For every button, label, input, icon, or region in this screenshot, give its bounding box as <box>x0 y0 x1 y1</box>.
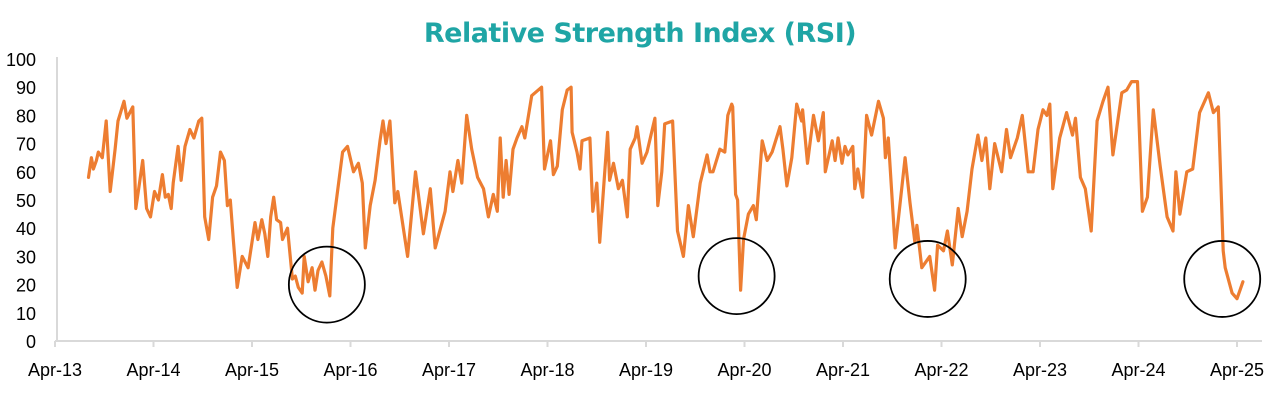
oversold-highlight-circle <box>888 240 967 318</box>
y-tick-label: 90 <box>16 78 36 98</box>
x-tick-label: Apr-19 <box>619 360 673 380</box>
x-tick-label: Apr-13 <box>28 360 82 380</box>
oversold-highlight-circle <box>1183 240 1262 318</box>
y-tick-label: 100 <box>6 50 36 70</box>
y-tick-label: 40 <box>16 219 36 239</box>
oversold-highlight-circle <box>697 237 776 316</box>
y-tick-label: 20 <box>16 276 36 296</box>
y-tick-label: 50 <box>16 191 36 211</box>
oversold-highlight-circle <box>287 245 366 324</box>
x-tick-label: Apr-17 <box>422 360 476 380</box>
x-tick-label: Apr-20 <box>717 360 771 380</box>
x-tick-label: Apr-22 <box>914 360 968 380</box>
chart-title: Relative Strength Index (RSI) <box>423 18 857 49</box>
y-tick-label: 10 <box>16 304 36 324</box>
x-tick-label: Apr-16 <box>323 360 377 380</box>
x-tick-label: Apr-15 <box>225 360 279 380</box>
y-tick-label: 0 <box>26 332 36 352</box>
x-tick-label: Apr-18 <box>520 360 574 380</box>
y-tick-label: 30 <box>16 247 36 267</box>
x-tick-label: Apr-25 <box>1210 360 1264 380</box>
x-tick-label: Apr-24 <box>1111 360 1165 380</box>
x-tick-label: Apr-23 <box>1013 360 1067 380</box>
y-tick-label: 60 <box>16 163 36 183</box>
rsi-series-line <box>86 80 1245 301</box>
x-tick-label: Apr-21 <box>816 360 870 380</box>
y-tick-label: 70 <box>16 135 36 155</box>
y-tick-label: 80 <box>16 106 36 126</box>
x-tick-label: Apr-14 <box>126 360 180 380</box>
